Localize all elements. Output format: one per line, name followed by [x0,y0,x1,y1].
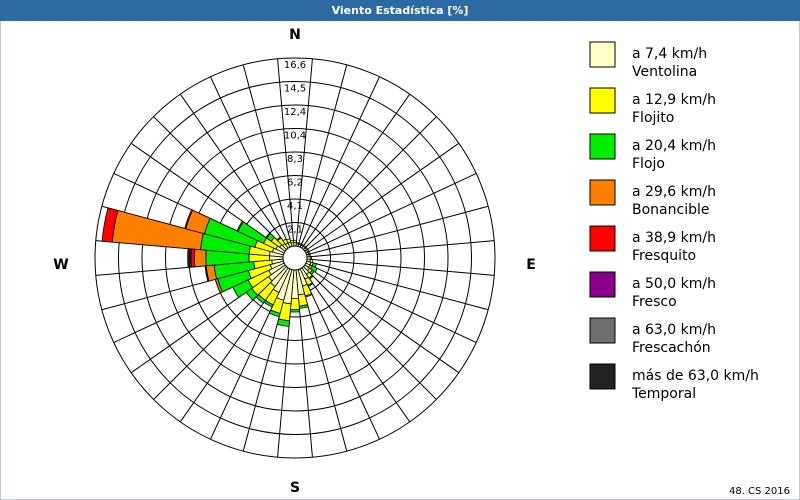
spoke [297,64,348,247]
footer: 48. CS 2016 [729,486,790,497]
spoke [306,260,489,311]
legend-label: Fresco [632,294,677,310]
legend-range: a 63,0 km/h [632,322,716,338]
legend-range: a 12,9 km/h [632,92,716,108]
sector-segment [298,304,309,309]
spoke [242,64,293,247]
sector-segment [308,274,314,280]
legend-label: Frescachón [632,340,711,356]
spoke [153,116,287,250]
sector-segment [266,232,276,242]
sector-segment [290,297,300,311]
r-tick-label: 14,5 [284,84,306,95]
legend-range: a 29,6 km/h [632,184,716,200]
legend-label: Fresquito [632,248,696,264]
spoke [277,58,295,247]
chart-title: Viento Estadística [%] [332,4,469,17]
grid-ring [118,81,472,435]
spoke [303,266,437,400]
compass-label: S [290,480,300,496]
sector-segment [289,309,301,313]
r-tick-label: 12,4 [284,107,306,118]
sector-segment [194,248,207,268]
grid-ring [165,128,425,388]
legend-swatch [589,271,616,298]
sector-segment [286,238,292,244]
sector-segment [276,236,282,242]
spoke [306,205,489,256]
sector-segment [187,248,191,268]
legend-swatch [589,87,616,114]
spoke [306,240,495,258]
sector-segment [276,318,290,327]
sector-segment [101,207,119,243]
legend-range: a 7,4 km/h [632,46,707,62]
legend-label: Flojito [632,110,674,126]
calm-circle [282,245,308,271]
sector-segment [307,282,314,287]
legend-label: Temporal [631,386,696,402]
legend-swatch [589,363,616,390]
r-tick-label: 2,1 [287,225,303,236]
spoke [305,262,477,343]
sector-segment [309,269,315,276]
compass-label: N [289,27,301,43]
r-tick-label: 10,4 [284,131,306,142]
sector-segment [184,209,194,230]
spoke [179,93,289,249]
r-tick-label: 6,2 [287,178,303,189]
legend-label: Ventolina [632,64,697,80]
sector-segment [289,239,295,244]
legend-label: Flojo [632,156,665,172]
legend-range: a 50,0 km/h [632,276,716,292]
legend-range: más de 63,0 km/h [632,368,759,384]
legend-swatch [589,179,616,206]
sector-segment [309,265,318,273]
spoke [210,76,291,248]
sector-segment [304,293,313,298]
sector-segment [204,265,210,282]
sector-segment [236,220,244,232]
legend-swatch [589,317,616,344]
legend-swatch [589,41,616,68]
spoke [301,93,411,249]
r-tick-label: 8,3 [287,154,303,165]
compass-label: W [53,257,68,273]
legend-swatch [589,133,616,160]
spoke [305,173,477,254]
title-bar [0,0,800,21]
grid-ring [94,57,496,459]
compass-label: E [526,257,536,273]
spoke [306,258,495,276]
r-tick-label: 16,6 [284,60,306,71]
spoke [299,268,380,440]
spoke [299,76,380,248]
spoke [304,264,460,374]
legend-swatch [589,225,616,252]
spoke [303,116,437,250]
legend-range: a 38,9 km/h [632,230,716,246]
spoke [304,142,460,252]
sector-segment [268,309,281,318]
spoke [301,267,411,423]
legend-range: a 20,4 km/h [632,138,716,154]
r-tick-label: 4,1 [287,201,303,212]
legend-label: Bonancible [632,202,709,218]
spoke [295,58,313,247]
grid-ring [141,104,449,412]
